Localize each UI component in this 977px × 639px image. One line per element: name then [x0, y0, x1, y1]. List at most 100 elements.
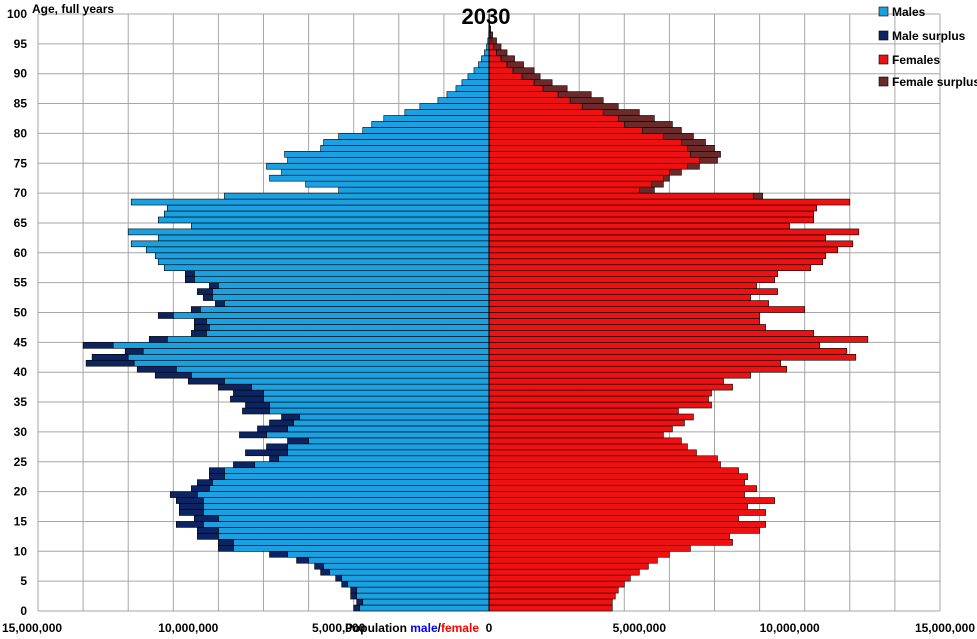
female-bar	[488, 73, 523, 80]
female-bar	[488, 330, 815, 337]
male-bar	[200, 306, 490, 313]
male-surplus-bar	[209, 473, 225, 480]
male-bar	[157, 258, 490, 266]
male-surplus-bar	[209, 467, 225, 474]
female-bar	[488, 198, 851, 206]
male-surplus-bar	[281, 413, 300, 421]
male-bar	[251, 383, 490, 391]
male-bar	[233, 539, 490, 546]
x-axis-label-prefix: Population	[345, 621, 410, 635]
female-bar	[488, 312, 760, 319]
x-tick-label: 10,000,000	[760, 621, 820, 635]
female-bar	[488, 43, 494, 51]
y-tick-label: 0	[20, 604, 27, 618]
female-bar	[488, 473, 748, 480]
male-bar	[157, 216, 490, 224]
male-surplus-bar	[179, 503, 204, 510]
male-bar	[218, 527, 490, 534]
female-bar	[488, 437, 682, 445]
male-bar	[154, 252, 490, 260]
female-bar	[488, 97, 571, 104]
male-bar	[329, 568, 490, 576]
female-bar	[488, 252, 827, 260]
male-bar	[212, 294, 490, 301]
female-surplus-bar	[506, 61, 524, 69]
male-bar	[203, 503, 490, 510]
female-bar	[488, 574, 631, 582]
female-bar	[488, 234, 827, 242]
male-bar	[347, 580, 490, 588]
female-bar	[488, 568, 640, 576]
female-surplus-bar	[669, 168, 682, 176]
female-surplus-bar	[490, 37, 497, 45]
male-bar	[269, 401, 490, 409]
y-tick-label: 90	[14, 67, 28, 81]
male-surplus-bar	[353, 604, 361, 612]
male-surplus-bar	[245, 449, 288, 457]
male-bar	[194, 270, 490, 277]
male-surplus-bar	[320, 568, 330, 576]
male-bar	[142, 348, 490, 355]
male-bar	[467, 73, 490, 80]
female-bar	[488, 67, 514, 75]
female-surplus-bar	[699, 156, 718, 164]
male-surplus-bar	[218, 383, 252, 391]
y-tick-label: 100	[7, 7, 27, 21]
male-surplus-bar	[197, 479, 213, 486]
female-surplus-bar	[493, 43, 502, 51]
male-surplus-bar	[233, 461, 255, 469]
female-bar	[488, 580, 625, 588]
male-bar	[224, 473, 490, 480]
male-surplus-bar	[136, 365, 177, 373]
legend-label-males: Males	[892, 5, 926, 19]
female-bar	[488, 91, 559, 98]
male-bar	[191, 371, 490, 379]
female-surplus-bar	[602, 109, 640, 116]
x-tick-label: 5,000,000	[312, 621, 366, 635]
y-tick-label: 20	[14, 485, 28, 499]
female-bar	[488, 598, 613, 606]
x-tick-label: 10,000,000	[158, 621, 218, 635]
male-surplus-bar	[269, 419, 294, 427]
female-surplus-bar	[489, 31, 493, 39]
female-bar	[488, 425, 673, 433]
female-surplus-bar	[542, 85, 568, 92]
female-bar	[488, 592, 616, 600]
x-tick-label: 5,000,000	[613, 621, 667, 635]
female-bar	[488, 222, 790, 230]
female-bar	[488, 127, 643, 134]
female-surplus-bar	[651, 180, 664, 188]
male-surplus-bar	[242, 407, 270, 415]
male-bar	[163, 210, 490, 218]
y-tick-label: 40	[14, 365, 28, 379]
y-tick-label: 30	[14, 425, 28, 439]
male-bar	[263, 389, 490, 397]
female-bar	[488, 79, 535, 86]
female-bar	[488, 353, 857, 361]
male-bar	[203, 521, 490, 528]
female-bar	[488, 413, 694, 421]
female-bar	[488, 49, 497, 57]
female-bar	[488, 318, 760, 325]
female-bar	[488, 336, 869, 343]
male-bar	[130, 240, 490, 248]
male-bar	[278, 455, 490, 463]
y-tick-label: 70	[14, 186, 28, 200]
male-bar	[293, 419, 490, 427]
male-bar	[194, 276, 490, 283]
male-bar	[419, 103, 490, 110]
male-bar	[305, 180, 490, 188]
bars	[82, 13, 869, 612]
male-bar	[203, 509, 490, 516]
male-bar	[224, 467, 490, 474]
female-bar	[488, 586, 619, 594]
male-surplus-bar	[194, 515, 219, 522]
female-bar	[488, 461, 721, 469]
male-surplus-bar	[157, 312, 174, 319]
male-bar	[308, 556, 490, 564]
y-tick-label: 15	[14, 514, 28, 528]
female-bar	[488, 359, 781, 367]
male-surplus-bar	[314, 562, 324, 570]
male-bar	[112, 342, 490, 349]
female-bar	[488, 115, 619, 122]
